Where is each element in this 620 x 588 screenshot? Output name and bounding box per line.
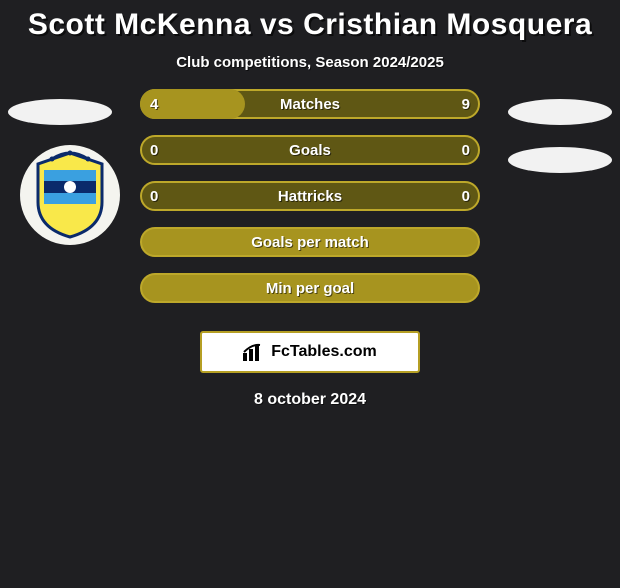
club-badge-right-icon bbox=[508, 147, 612, 173]
stat-bar: Goals0 0 bbox=[140, 135, 480, 165]
bar-label: Matches bbox=[140, 89, 480, 119]
comparison-bars: Matches49Goals00Hattricks00Goals per mat… bbox=[140, 89, 480, 303]
bar-value-left: 0 bbox=[150, 135, 158, 165]
stat-bar: Hattricks0 0 bbox=[140, 181, 480, 211]
bar-value-left: 4 bbox=[150, 89, 158, 119]
club-crest-left-icon bbox=[20, 145, 120, 245]
attribution-box: FcTables.com bbox=[200, 331, 420, 373]
bar-value-right: 0 bbox=[462, 135, 470, 165]
stat-bar: Goals per match bbox=[140, 227, 480, 257]
bar-label: Hattricks bbox=[140, 181, 480, 211]
bar-value-right: 9 bbox=[462, 89, 470, 119]
flag-right-icon bbox=[508, 99, 612, 125]
bar-label: Min per goal bbox=[140, 273, 480, 303]
bar-chart-icon bbox=[243, 343, 265, 361]
stat-bar: Matches4 9 bbox=[140, 89, 480, 119]
comparison-stage: Matches49Goals00Hattricks00Goals per mat… bbox=[0, 89, 620, 309]
attribution-text: FcTables.com bbox=[271, 343, 377, 361]
stat-bar: Min per goal bbox=[140, 273, 480, 303]
page-subtitle: Club competitions, Season 2024/2025 bbox=[0, 54, 620, 71]
bar-value-left: 0 bbox=[150, 181, 158, 211]
page-title: Scott McKenna vs Cristhian Mosquera bbox=[0, 8, 620, 42]
bar-label: Goals per match bbox=[140, 227, 480, 257]
bar-value-right: 0 bbox=[462, 181, 470, 211]
flag-left-icon bbox=[8, 99, 112, 125]
date-text: 8 october 2024 bbox=[0, 391, 620, 409]
bar-label: Goals bbox=[140, 135, 480, 165]
